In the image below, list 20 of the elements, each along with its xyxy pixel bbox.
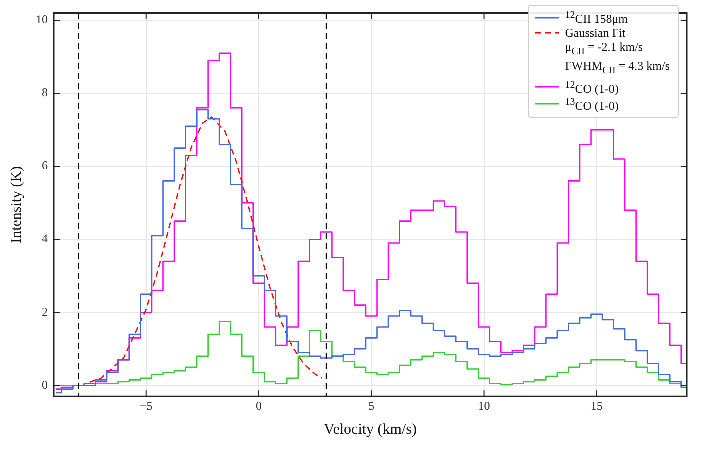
x-tick-label: 15 bbox=[590, 398, 603, 413]
y-tick-label: 10 bbox=[36, 12, 48, 27]
annotation: FWHM$_{CII}$ = 4.3 km/s bbox=[564, 59, 670, 79]
x-tick-label: −5 bbox=[140, 398, 153, 413]
x-tick-label: 0 bbox=[256, 398, 262, 413]
y-tick-label: 0 bbox=[42, 378, 48, 392]
legend-label: $^{12}$CII 158μm bbox=[565, 9, 628, 26]
annotation: μ$_{CII}$ = -2.1 km/s bbox=[564, 40, 644, 60]
x-axis-title: Velocity (km/s) bbox=[324, 422, 417, 438]
legend-label: Gaussian Fit bbox=[565, 26, 626, 40]
legend-label: $^{12}$CO (1-0) bbox=[565, 78, 619, 96]
y-tick-label: 6 bbox=[42, 158, 48, 173]
x-tick-label: 5 bbox=[368, 398, 375, 413]
x-tick-label: 10 bbox=[478, 398, 490, 413]
y-tick-label: 8 bbox=[42, 86, 48, 100]
legend-label: $^{13}$CO (1-0) bbox=[565, 96, 619, 113]
line-series bbox=[89, 116, 323, 384]
y-tick-label: 4 bbox=[42, 232, 48, 246]
y-tick-label: 2 bbox=[42, 304, 48, 319]
y-axis-title: Intensity (K) bbox=[8, 166, 25, 244]
